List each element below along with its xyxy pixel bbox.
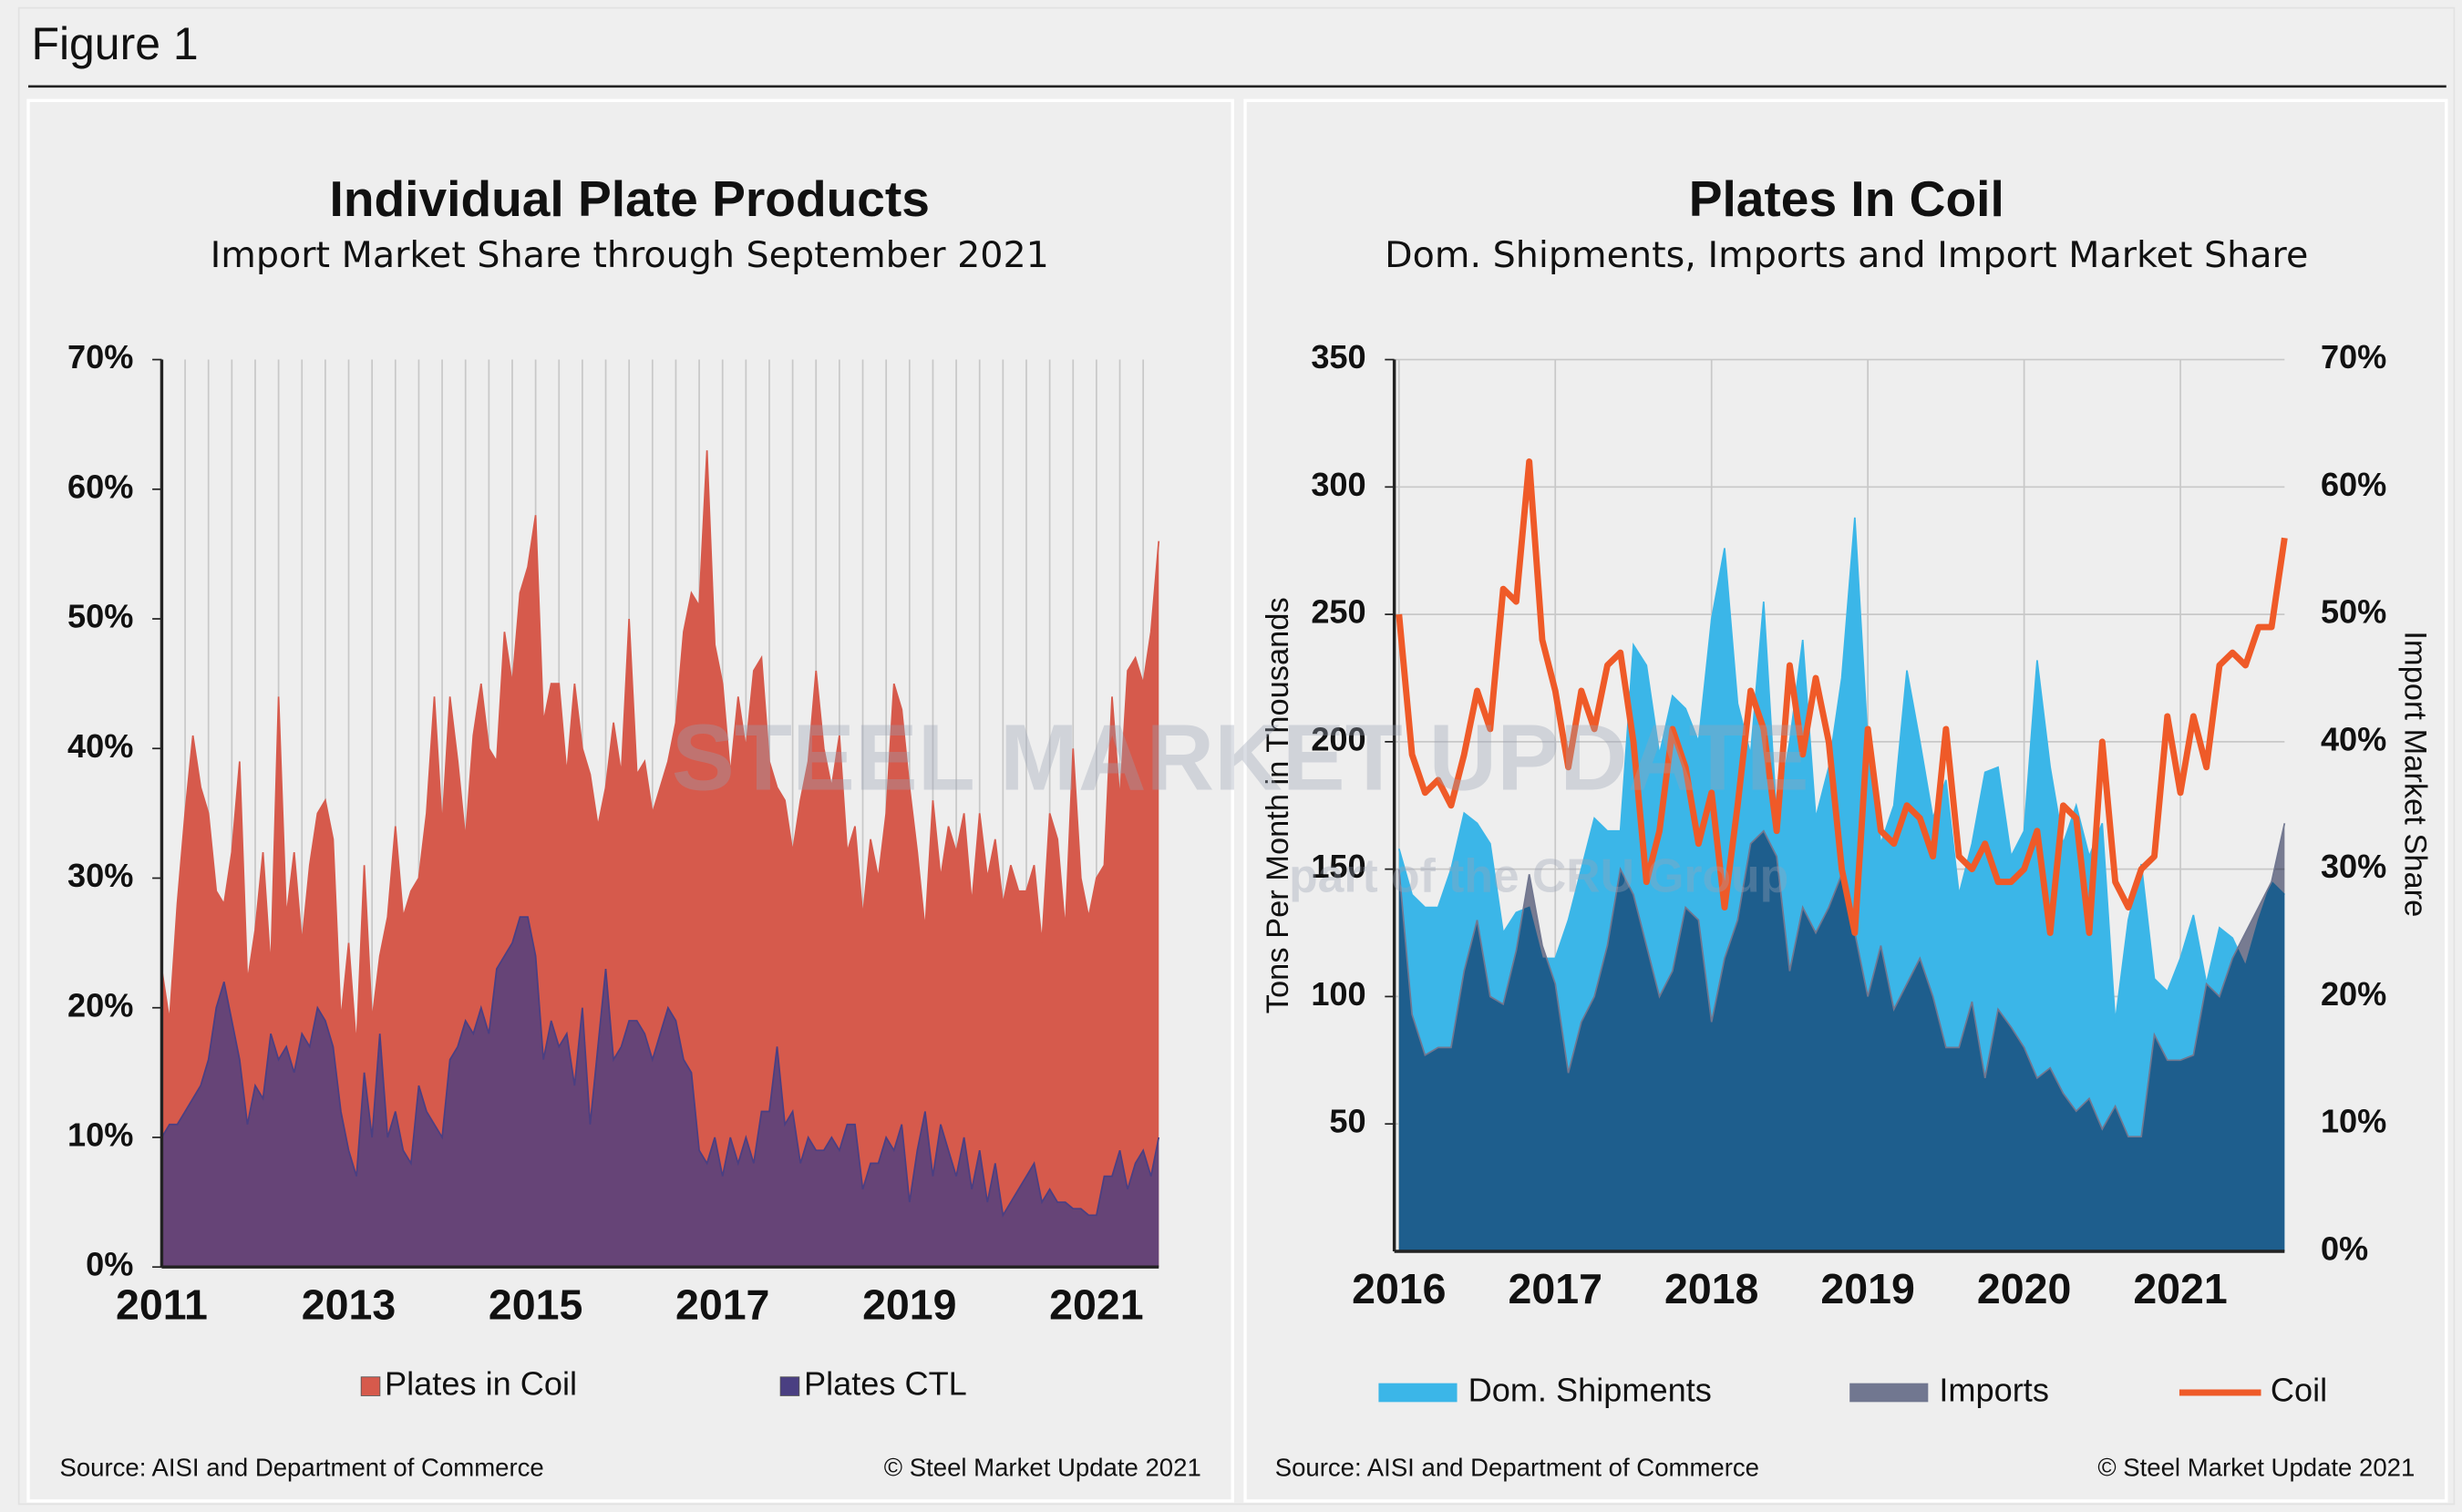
legend-label: Imports xyxy=(1939,1372,2049,1409)
copyright: © Steel Market Update 2021 xyxy=(2097,1454,2415,1482)
y-tick-label: 350 xyxy=(1311,338,1365,375)
y-tick-label: 30% xyxy=(67,857,133,894)
x-tick-label: 2019 xyxy=(1820,1265,1914,1312)
x-tick-label: 2018 xyxy=(1664,1265,1758,1312)
y2-tick-label: 70% xyxy=(2321,338,2386,375)
x-tick-label: 2015 xyxy=(489,1281,582,1328)
legend-swatch xyxy=(779,1376,800,1396)
y2-tick-label: 10% xyxy=(2321,1103,2386,1140)
y-tick-label: 300 xyxy=(1311,466,1365,503)
chart-title: Plates In Coil xyxy=(1689,170,2004,227)
x-tick-label: 2019 xyxy=(862,1281,956,1328)
y2-tick-label: 60% xyxy=(2321,466,2386,503)
y-tick-label: 50% xyxy=(67,598,133,635)
y2-tick-label: 30% xyxy=(2321,848,2386,885)
watermark-sub: part of the CRU Group xyxy=(1289,849,1788,901)
legend-swatch xyxy=(360,1376,381,1396)
chart: Plates In Coil Dom. Shipments, Imports an… xyxy=(1261,170,2433,1482)
x-tick-label: 2016 xyxy=(1352,1265,1446,1312)
y-tick-label: 60% xyxy=(67,468,133,505)
y-tick-label: 20% xyxy=(67,986,133,1023)
y2-tick-label: 0% xyxy=(2321,1230,2368,1268)
y-tick-label: 10% xyxy=(67,1116,133,1154)
frame xyxy=(17,6,2456,1506)
y2-axis-title: Import Market Share xyxy=(2398,631,2433,917)
source: Source: AISI and Department of Commerce xyxy=(59,1454,543,1482)
y-tick-label: 70% xyxy=(67,338,133,375)
legend-label: Plates in Coil xyxy=(385,1365,577,1403)
x-tick-label: 2021 xyxy=(2133,1265,2227,1312)
source: Source: AISI and Department of Commerce xyxy=(1275,1454,1759,1482)
area-line xyxy=(160,450,1160,1047)
x-tick-label: 2017 xyxy=(675,1281,769,1328)
y-tick-label: 200 xyxy=(1311,720,1365,757)
legend-label: Dom. Shipments xyxy=(1468,1372,1712,1409)
watermark-text: STEEL MARKET UPDATE xyxy=(672,704,1809,809)
y-axis-title: Tons Per Month in Thousands xyxy=(1261,597,1295,1013)
chart: Individual Plate Products Import Market S… xyxy=(59,170,1200,1482)
chart-title: Individual Plate Products xyxy=(330,170,930,227)
legend-label: Coil xyxy=(2271,1372,2327,1409)
x-tick-label: 2011 xyxy=(116,1281,208,1328)
x-tick-label: 2017 xyxy=(1509,1265,1602,1312)
chart-subtitle: Dom. Shipments, Imports and Import Marke… xyxy=(1385,234,2308,276)
area-fill xyxy=(1398,823,2285,1251)
copyright: © Steel Market Update 2021 xyxy=(884,1454,1201,1482)
y-tick-label: 250 xyxy=(1311,593,1365,631)
y2-tick-label: 20% xyxy=(2321,975,2386,1013)
y-tick-label: 50 xyxy=(1329,1103,1365,1140)
y-tick-label: 150 xyxy=(1311,848,1365,885)
area-line xyxy=(160,916,1160,1218)
y-tick-label: 0% xyxy=(86,1246,133,1283)
area-fill xyxy=(161,917,1159,1268)
legend-swatch xyxy=(1378,1383,1458,1403)
x-tick-label: 2013 xyxy=(302,1281,396,1328)
line xyxy=(1396,458,2288,936)
x-tick-label: 2020 xyxy=(1977,1265,2071,1312)
y2-tick-label: 50% xyxy=(2321,593,2386,631)
y-tick-label: 40% xyxy=(67,727,133,765)
legend-swatch xyxy=(1849,1383,1929,1403)
area-fill xyxy=(161,450,1159,1268)
figure-title: Figure 1 xyxy=(31,18,198,69)
legend-label: Plates CTL xyxy=(804,1365,967,1403)
watermark: STEEL MARKET UPDATE part of the CRU Group xyxy=(672,704,1809,901)
chart-subtitle: Import Market Share through September 20… xyxy=(211,234,1049,276)
y-tick-label: 100 xyxy=(1311,975,1365,1013)
y2-tick-label: 40% xyxy=(2321,720,2386,757)
x-tick-label: 2021 xyxy=(1049,1281,1143,1328)
